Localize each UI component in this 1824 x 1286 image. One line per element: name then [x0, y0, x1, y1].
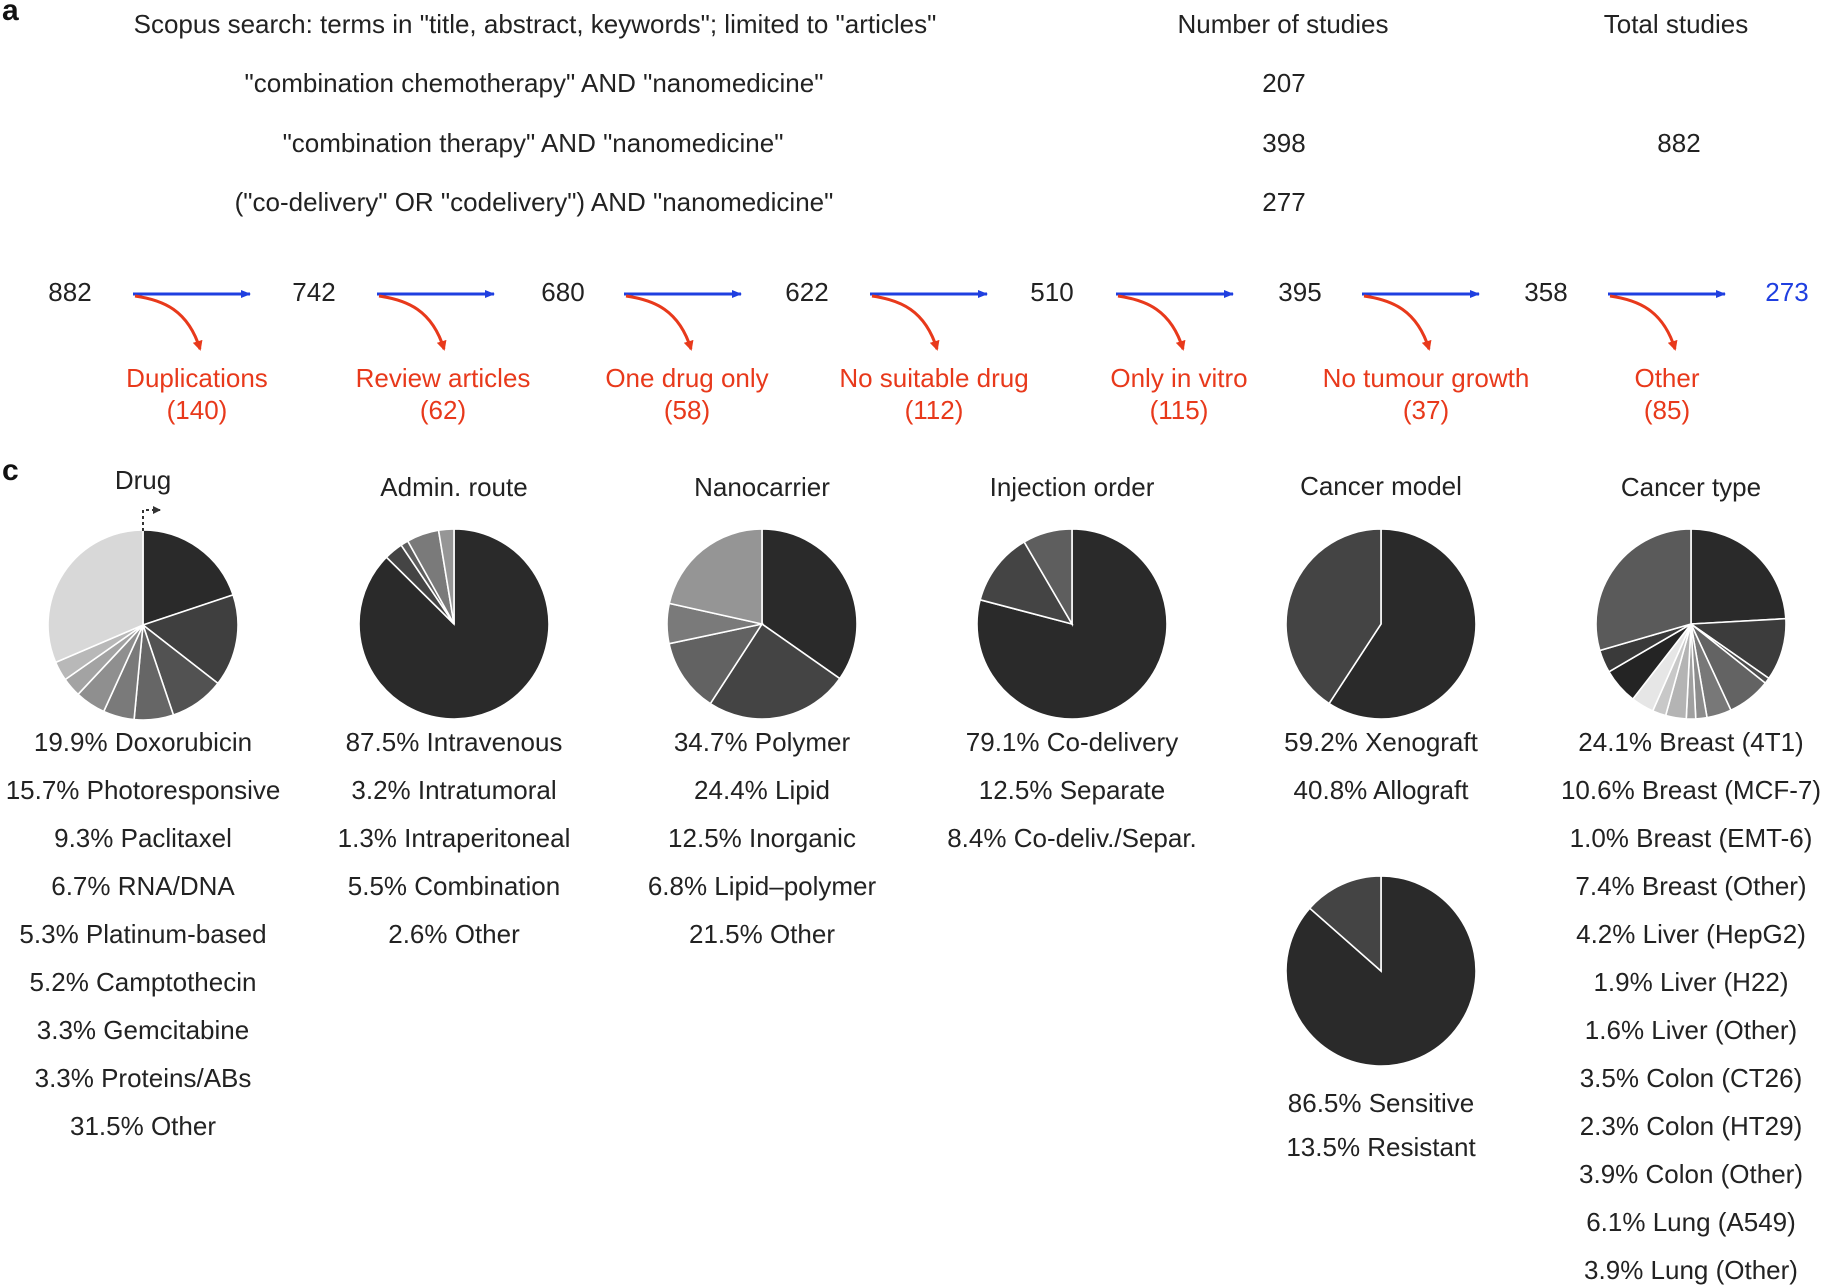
legend-item-cancer-type: 2.3% Colon (HT29) [1579, 1111, 1803, 1141]
legend-item-cancer-type: 1.9% Liver (H22) [1593, 967, 1789, 997]
exclusion-label: Review articles (62) [355, 363, 531, 425]
pie-title-injection-order: Injection order [989, 472, 1155, 502]
legend-item-drug: 31.5% Other [70, 1111, 216, 1141]
table-row-query: ("co-delivery" OR "codelivery") AND "nan… [234, 187, 834, 217]
legend-item-cancer-type: 24.1% Breast (4T1) [1578, 727, 1804, 757]
legend-item-admin-route: 5.5% Combination [347, 871, 561, 901]
flow-count: 622 [785, 277, 829, 307]
pie-slice-injection-order [976, 528, 1168, 720]
pie-title-admin-route: Admin. route [380, 472, 528, 502]
legend-item-cancer-type: 1.6% Liver (Other) [1584, 1015, 1798, 1045]
pie-slice-drug [141, 593, 239, 685]
pie-slice-admin-route [437, 528, 455, 625]
legend-item-injection-order: 12.5% Separate [978, 775, 1166, 805]
table-row-query: "combination therapy" AND "nanomedicine" [282, 128, 784, 158]
pie-title-cancer-model: Cancer model [1300, 471, 1462, 501]
legend-item-drug: 6.7% RNA/DNA [51, 871, 235, 901]
table-total-value: 882 [1657, 128, 1701, 158]
exclusion-label: No tumour growth (37) [1322, 363, 1530, 425]
drug-callout-arrow [142, 506, 161, 531]
flow-count: 680 [541, 277, 585, 307]
pie-slice-tumour-sensitivity [1308, 875, 1382, 973]
panel-letter-c: c [2, 454, 19, 487]
legend-item-drug: 3.3% Proteins/ABs [34, 1063, 252, 1093]
exclusion-arrow [871, 294, 940, 351]
flow-count: 882 [48, 277, 92, 307]
exclusion-label: No suitable drug (112) [839, 363, 1029, 425]
exclusion-arrow [134, 294, 203, 351]
exclusion-label: Only in vitro (115) [1110, 363, 1248, 425]
exclusion-label: One drug only (58) [605, 363, 769, 425]
pie-slice-cancer-model [1327, 528, 1477, 720]
legend-item-cancer-type: 1.0% Breast (EMT-6) [1569, 823, 1813, 853]
pie-title-nanocarrier: Nanocarrier [694, 472, 830, 502]
legend-item-nanocarrier: 12.5% Inorganic [668, 823, 856, 853]
pie-slice-cancer-type [1595, 528, 1692, 652]
pie-title-cancer-type: Cancer type [1620, 472, 1762, 502]
legend-item-nanocarrier: 6.8% Lipid–polymer [647, 871, 877, 901]
pie-slice-nanocarrier [668, 528, 763, 625]
pie-slice-drug [47, 529, 144, 664]
table-header-total: Total studies [1603, 9, 1749, 39]
legend-item-cancer-type: 10.6% Breast (MCF-7) [1560, 775, 1822, 805]
legend-item-cancer-model: 59.2% Xenograft [1284, 727, 1478, 757]
legend-item-drug: 3.3% Gemcitabine [36, 1015, 250, 1045]
exclusion-arrow [625, 294, 694, 351]
legend-item-cancer-type: 3.9% Lung (Other) [1584, 1255, 1798, 1285]
exclusion-arrow [1609, 294, 1678, 351]
pie-slice-cancer-type [1690, 528, 1787, 625]
table-row-number: 398 [1262, 128, 1306, 158]
flow-final-count: 273 [1765, 277, 1809, 307]
legend-item-drug: 9.3% Paclitaxel [54, 823, 232, 853]
legend-item-drug: 19.9% Doxorubicin [33, 727, 253, 757]
legend-item-admin-route: 87.5% Intravenous [345, 727, 563, 757]
legend-item-drug: 5.3% Platinum-based [19, 919, 267, 949]
exclusion-arrow [1117, 294, 1186, 351]
flow-count: 510 [1030, 277, 1074, 307]
pie-slice-drug [142, 529, 235, 627]
exclusion-arrow [1363, 294, 1432, 351]
flow-count: 742 [292, 277, 336, 307]
flow-count: 395 [1278, 277, 1322, 307]
table-row-query: "combination chemotherapy" AND "nanomedi… [244, 68, 824, 98]
panel-letter-a: a [2, 0, 19, 27]
table-row-number: 207 [1262, 68, 1306, 98]
legend-item-cancer-type: 4.2% Liver (HepG2) [1576, 919, 1806, 949]
legend-item-tumour-sensitivity: 13.5% Resistant [1286, 1132, 1476, 1162]
legend-item-injection-order: 79.1% Co-delivery [965, 727, 1179, 757]
legend-item-cancer-type: 3.9% Colon (Other) [1579, 1159, 1803, 1189]
pie-slice-nanocarrier [761, 528, 858, 680]
table-row-number: 277 [1262, 187, 1306, 217]
pie-slice-nanocarrier [709, 622, 841, 720]
legend-item-tumour-sensitivity: 86.5% Sensitive [1287, 1088, 1475, 1118]
legend-item-admin-route: 2.6% Other [388, 919, 520, 949]
flow-count: 358 [1524, 277, 1568, 307]
pie-slice-cancer-model [1285, 528, 1382, 705]
exclusion-label: Other (85) [1634, 363, 1700, 425]
legend-item-cancer-model: 40.8% Allograft [1293, 775, 1469, 805]
legend-item-injection-order: 8.4% Co-deliv./Separ. [947, 823, 1197, 853]
legend-item-admin-route: 1.3% Intraperitoneal [337, 823, 571, 853]
pie-slice-injection-order [1023, 528, 1073, 627]
table-header-query: Scopus search: terms in "title, abstract… [133, 9, 937, 39]
legend-item-admin-route: 3.2% Intratumoral [351, 775, 557, 805]
exclusion-label: Duplications (140) [126, 363, 268, 425]
legend-item-cancer-type: 7.4% Breast (Other) [1575, 871, 1807, 901]
legend-item-nanocarrier: 24.4% Lipid [694, 775, 830, 805]
exclusion-arrow [378, 294, 447, 351]
legend-item-drug: 15.7% Photoresponsive [5, 775, 281, 805]
legend-item-cancer-type: 3.5% Colon (CT26) [1579, 1063, 1803, 1093]
table-header-number: Number of studies [1177, 9, 1389, 39]
legend-item-drug: 5.2% Camptothecin [29, 967, 257, 997]
legend-item-nanocarrier: 21.5% Other [689, 919, 835, 949]
pie-title-drug: Drug [114, 465, 172, 495]
legend-item-cancer-type: 6.1% Lung (A549) [1586, 1207, 1796, 1237]
legend-item-nanocarrier: 34.7% Polymer [673, 727, 851, 757]
pie-slice-injection-order [979, 540, 1074, 626]
pie-slice-nanocarrier [668, 622, 764, 705]
